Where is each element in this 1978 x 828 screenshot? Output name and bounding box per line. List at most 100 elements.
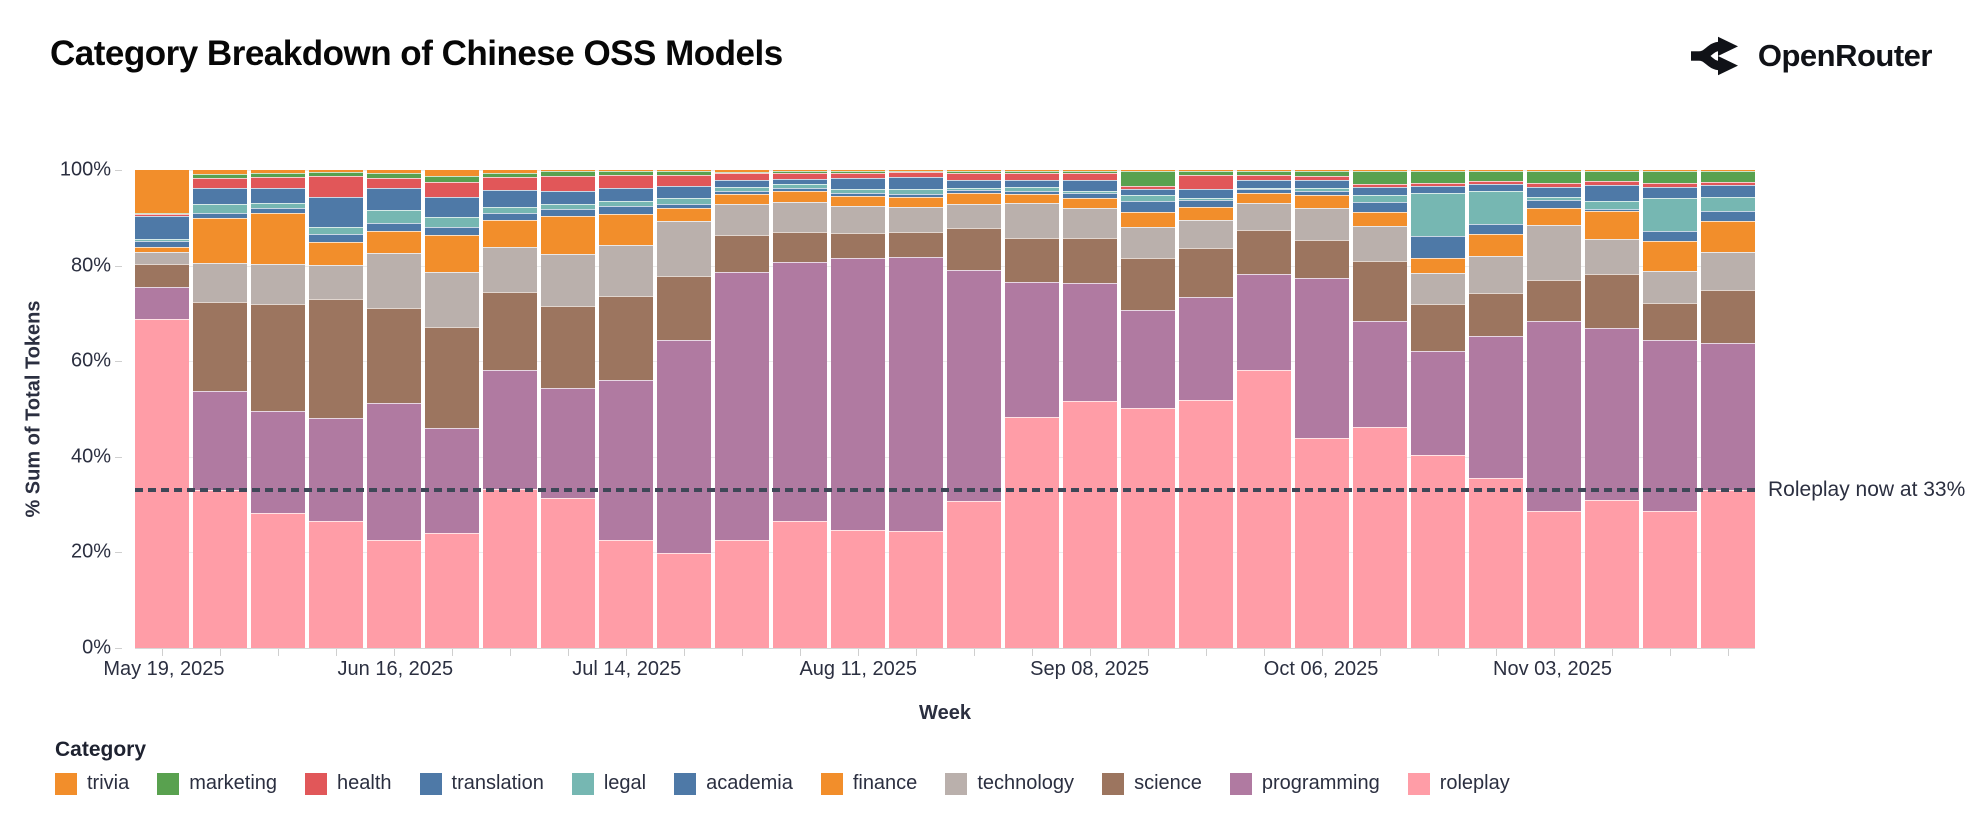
bar-segment-science[interactable]: [1005, 238, 1059, 282]
bar-segment-science[interactable]: [1179, 248, 1233, 297]
bar-segment-science[interactable]: [1527, 279, 1581, 322]
bar-segment-technology[interactable]: [1237, 203, 1291, 231]
bar-segment-technology[interactable]: [599, 245, 653, 296]
bar-segment-science[interactable]: [831, 232, 885, 259]
bar-segment-legal[interactable]: [1643, 197, 1697, 232]
bar-segment-legal[interactable]: [831, 188, 885, 193]
bar-segment-technology[interactable]: [425, 271, 479, 327]
bar-segment-marketing[interactable]: [1063, 171, 1117, 173]
bar-week-Sep 08, 2025[interactable]: [1063, 170, 1117, 648]
bar-segment-roleplay[interactable]: [1179, 399, 1233, 648]
bar-segment-roleplay[interactable]: [135, 318, 189, 648]
bar-segment-marketing[interactable]: [1527, 170, 1581, 184]
bar-segment-roleplay[interactable]: [193, 490, 247, 648]
bar-segment-legal[interactable]: [193, 203, 247, 213]
bar-segment-academia[interactable]: [715, 191, 769, 195]
bar-segment-trivia[interactable]: [1411, 170, 1465, 172]
bar-segment-programming[interactable]: [425, 428, 479, 534]
bar-segment-programming[interactable]: [367, 402, 421, 540]
bar-segment-technology[interactable]: [1469, 255, 1523, 293]
bar-segment-academia[interactable]: [1237, 188, 1291, 194]
bar-segment-legal[interactable]: [483, 206, 537, 214]
bar-segment-translation[interactable]: [1527, 186, 1581, 197]
bar-week-Jun 09, 2025[interactable]: [309, 170, 363, 648]
bar-segment-roleplay[interactable]: [1411, 454, 1465, 648]
bar-segment-legal[interactable]: [657, 197, 711, 204]
bar-segment-programming[interactable]: [1527, 321, 1581, 512]
bar-segment-programming[interactable]: [1179, 296, 1233, 400]
bar-segment-finance[interactable]: [1121, 212, 1175, 227]
bar-week-Jun 23, 2025[interactable]: [425, 170, 479, 648]
bar-week-Aug 11, 2025[interactable]: [831, 170, 885, 648]
bar-week-Aug 18, 2025[interactable]: [889, 170, 943, 648]
bar-segment-marketing[interactable]: [1411, 171, 1465, 183]
bar-segment-technology[interactable]: [947, 204, 1001, 228]
bar-segment-academia[interactable]: [599, 205, 653, 214]
bar-segment-legal[interactable]: [947, 188, 1001, 191]
bar-segment-academia[interactable]: [1063, 193, 1117, 199]
bar-segment-technology[interactable]: [831, 205, 885, 233]
bar-segment-translation[interactable]: [367, 188, 421, 210]
legend-item-finance[interactable]: finance: [820, 772, 917, 795]
bar-segment-legal[interactable]: [1353, 194, 1407, 202]
bar-segment-marketing[interactable]: [947, 171, 1001, 174]
bar-segment-marketing[interactable]: [135, 212, 189, 214]
bar-segment-marketing[interactable]: [1179, 170, 1233, 176]
bar-segment-science[interactable]: [1469, 292, 1523, 337]
bar-segment-programming[interactable]: [541, 387, 595, 498]
bar-segment-programming[interactable]: [483, 370, 537, 489]
bar-segment-science[interactable]: [1295, 239, 1349, 278]
bar-segment-translation[interactable]: [1353, 186, 1407, 195]
bar-segment-marketing[interactable]: [1005, 171, 1059, 173]
bar-segment-marketing[interactable]: [251, 173, 305, 177]
bar-segment-roleplay[interactable]: [541, 497, 595, 648]
bar-segment-marketing[interactable]: [773, 171, 827, 173]
bar-segment-health[interactable]: [1121, 185, 1175, 190]
bar-segment-science[interactable]: [541, 305, 595, 388]
bar-segment-science[interactable]: [425, 326, 479, 429]
bar-segment-technology[interactable]: [1179, 220, 1233, 249]
bar-segment-academia[interactable]: [1121, 200, 1175, 213]
bar-segment-health[interactable]: [309, 175, 363, 197]
bar-segment-roleplay[interactable]: [831, 529, 885, 648]
bar-segment-academia[interactable]: [831, 192, 885, 196]
bar-segment-translation[interactable]: [889, 177, 943, 190]
bar-segment-academia[interactable]: [251, 207, 305, 213]
bar-segment-programming[interactable]: [251, 410, 305, 514]
bar-segment-translation[interactable]: [1411, 186, 1465, 193]
bar-segment-legal[interactable]: [1469, 191, 1523, 225]
bar-segment-health[interactable]: [135, 213, 189, 217]
legend-item-health[interactable]: health: [305, 772, 392, 795]
bar-segment-health[interactable]: [1063, 172, 1117, 180]
bar-segment-legal[interactable]: [773, 184, 827, 188]
bar-segment-translation[interactable]: [541, 190, 595, 205]
bar-week-Nov 03, 2025[interactable]: [1527, 170, 1581, 648]
bar-segment-translation[interactable]: [1295, 180, 1349, 188]
bar-segment-roleplay[interactable]: [1121, 408, 1175, 648]
bar-segment-science[interactable]: [135, 263, 189, 288]
bar-segment-programming[interactable]: [831, 258, 885, 530]
bar-segment-marketing[interactable]: [1237, 171, 1291, 175]
bar-segment-health[interactable]: [367, 178, 421, 189]
bar-segment-translation[interactable]: [135, 216, 189, 239]
bar-segment-academia[interactable]: [947, 190, 1001, 194]
bar-segment-marketing[interactable]: [1469, 170, 1523, 181]
bar-segment-roleplay[interactable]: [1585, 499, 1639, 648]
bar-segment-trivia[interactable]: [599, 170, 653, 172]
bar-segment-translation[interactable]: [1237, 179, 1291, 188]
bar-segment-trivia[interactable]: [1643, 170, 1697, 172]
bar-segment-science[interactable]: [251, 304, 305, 411]
bar-week-Jul 21, 2025[interactable]: [657, 170, 711, 648]
bar-segment-academia[interactable]: [425, 226, 479, 235]
bar-segment-programming[interactable]: [715, 271, 769, 540]
bar-segment-finance[interactable]: [1353, 211, 1407, 227]
legend-item-trivia[interactable]: trivia: [55, 772, 129, 795]
bar-segment-roleplay[interactable]: [483, 488, 537, 648]
bar-segment-health[interactable]: [831, 172, 885, 178]
bar-segment-finance[interactable]: [483, 220, 537, 247]
bar-segment-legal[interactable]: [1005, 187, 1059, 191]
bar-segment-roleplay[interactable]: [1005, 416, 1059, 648]
legend-item-legal[interactable]: legal: [571, 772, 646, 795]
bar-segment-health[interactable]: [425, 181, 479, 197]
bar-segment-trivia[interactable]: [773, 170, 827, 172]
